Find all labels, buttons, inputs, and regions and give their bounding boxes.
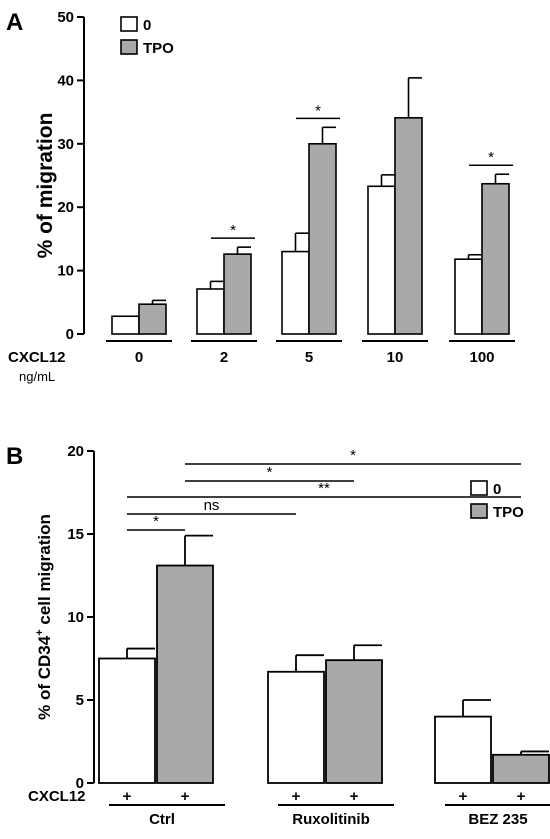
comparison-label: * xyxy=(267,464,273,481)
legend-swatch-tpo xyxy=(120,39,138,55)
bar-tpo xyxy=(138,303,167,335)
bar-control xyxy=(267,670,325,784)
y-tick-label: 0 xyxy=(66,326,74,343)
comparison-label: * xyxy=(153,513,159,530)
category-label: 10 xyxy=(387,349,404,366)
category-label: BEZ 235 xyxy=(468,811,527,828)
significance-label: * xyxy=(230,222,236,239)
y-axis-label-tail: cell migration xyxy=(35,514,54,629)
legend-label: TPO xyxy=(143,40,174,57)
cxcl12-plus-mark: + xyxy=(350,788,359,805)
bar-control xyxy=(367,185,396,335)
y-axis-label: % of CD34+ cell migration xyxy=(34,514,54,720)
y-tick-label: 10 xyxy=(67,609,84,626)
category-label: Ruxolitinib xyxy=(292,811,370,828)
cxcl12-plus-mark: + xyxy=(459,788,468,805)
cxcl12-plus-mark: + xyxy=(181,788,190,805)
cxcl12-plus-mark: + xyxy=(517,788,526,805)
legend-swatch-tpo xyxy=(470,503,488,519)
y-tick-label: 20 xyxy=(57,199,74,216)
legend-label: 0 xyxy=(143,17,151,34)
bar-control xyxy=(434,715,492,784)
y-tick-label: 50 xyxy=(57,9,74,26)
panel-a-letter: A xyxy=(6,9,23,36)
category-label: 2 xyxy=(220,349,228,366)
bar-control xyxy=(196,288,225,335)
bar-control xyxy=(98,657,156,784)
bar-tpo xyxy=(481,182,510,335)
category-label: 5 xyxy=(305,349,313,366)
comparison-label: ** xyxy=(318,480,330,497)
y-tick-label: 15 xyxy=(67,526,84,543)
bar-tpo xyxy=(156,564,214,784)
y-tick-label: 40 xyxy=(57,72,74,89)
category-label: 0 xyxy=(135,349,143,366)
bar-tpo xyxy=(394,117,423,335)
y-tick-label: 5 xyxy=(76,692,84,709)
panel-b-letter: B xyxy=(6,443,23,470)
y-tick-label: 10 xyxy=(57,263,74,280)
legend-label: 0 xyxy=(493,481,501,498)
significance-label: * xyxy=(315,102,321,119)
bar-control xyxy=(454,258,483,335)
bar-control xyxy=(281,250,310,335)
y-axis-label-main: % of CD34 xyxy=(35,635,54,720)
legend-swatch-control xyxy=(120,16,138,32)
bar-tpo xyxy=(223,253,252,335)
legend-label: TPO xyxy=(493,504,524,521)
x-axis-label: CXCL12 xyxy=(28,788,86,805)
bar-tpo xyxy=(308,143,337,335)
cxcl12-plus-mark: + xyxy=(123,788,132,805)
cxcl12-plus-mark: + xyxy=(292,788,301,805)
y-tick-label: 30 xyxy=(57,136,74,153)
panel-a-chart: 0 10 20 30 40 50 % of migration 0 2 5 10 100 CXCL12 n… xyxy=(8,9,515,384)
x-axis-label: CXCL12 xyxy=(8,349,66,366)
comparison-label: ns xyxy=(204,497,220,514)
y-axis-label: % of migration xyxy=(34,113,57,259)
legend-swatch-control xyxy=(470,480,488,496)
bar-control xyxy=(111,315,140,335)
x-axis-unit: ng/mL xyxy=(19,369,55,384)
bar-tpo xyxy=(492,753,550,784)
bar-tpo xyxy=(325,659,383,784)
category-label: 100 xyxy=(469,349,494,366)
y-tick-label: 0 xyxy=(76,775,84,792)
y-tick-label: 20 xyxy=(67,443,84,460)
comparison-label: * xyxy=(350,447,356,464)
category-label: Ctrl xyxy=(149,811,175,828)
y-axis-label-superscript: + xyxy=(34,629,46,635)
significance-label: * xyxy=(488,149,494,166)
